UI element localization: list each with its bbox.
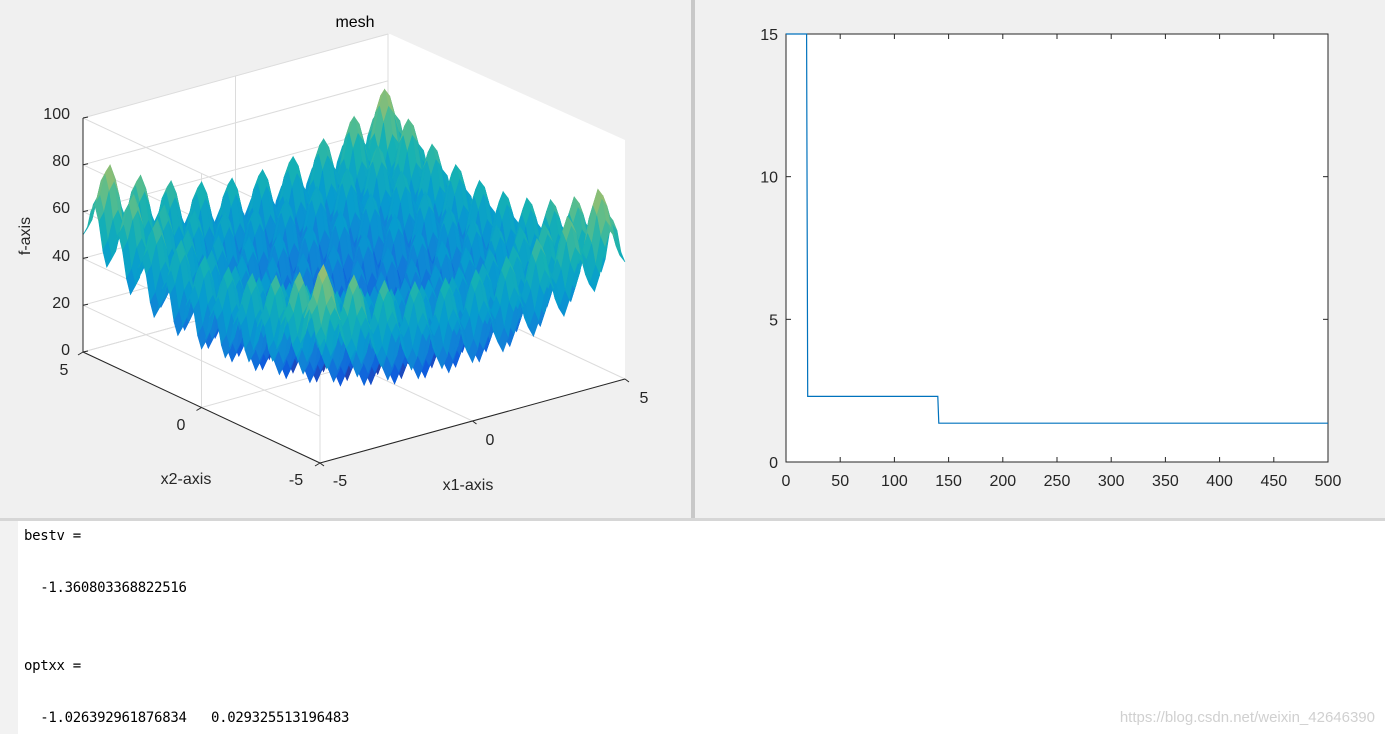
axis-line xyxy=(314,462,321,467)
y-tick-label: -5 xyxy=(289,472,303,489)
series-line xyxy=(786,33,1328,424)
convergence-figure-panel: 0 50 100 150 200 250 300 350 400 450 500 0 5 10 15 xyxy=(695,0,1385,518)
axis-line xyxy=(82,210,89,213)
y-tick-label: 5 xyxy=(60,362,69,379)
axis-line xyxy=(319,462,325,467)
x-tick-label: 5 xyxy=(640,390,649,407)
grid-line xyxy=(82,33,389,119)
x-tick-label: 400 xyxy=(1206,473,1233,490)
axis-line xyxy=(82,163,89,166)
console-line-optxx-label: optxx = xyxy=(24,658,81,674)
x-tick-label: 450 xyxy=(1260,473,1287,490)
console-line-bestv-label: bestv = xyxy=(24,528,81,544)
command-window-gutter xyxy=(0,521,18,734)
axis-line xyxy=(82,116,89,119)
x-tick-label: 150 xyxy=(935,473,962,490)
axis-line xyxy=(472,420,477,425)
axis-line xyxy=(82,350,89,353)
convergence-plot: 0 50 100 150 200 250 300 350 400 450 500 0 5 10 15 xyxy=(760,27,1342,490)
x-tick-label: 100 xyxy=(881,473,908,490)
y-tick-label: 5 xyxy=(769,312,778,329)
axis-line xyxy=(77,351,84,356)
figure-bottom-border xyxy=(0,518,1385,521)
console-line-bestv-value: -1.360803368822516 xyxy=(24,580,187,596)
figure-divider[interactable] xyxy=(691,0,695,520)
x-tick-label: 350 xyxy=(1152,473,1179,490)
surface-plot: 0 20 40 60 80 100 5 0 -5 -5 0 5 mesh f-a… xyxy=(17,14,649,494)
y-ticks: 0 5 10 15 xyxy=(760,27,1328,472)
y-tick-label: 0 xyxy=(177,417,186,434)
y-tick-label: 15 xyxy=(760,27,778,44)
x-tick-label: 300 xyxy=(1098,473,1125,490)
surface-mesh xyxy=(82,88,626,387)
x-axis-label: x1-axis xyxy=(443,477,494,494)
z-tick-label: 20 xyxy=(52,295,70,312)
grid-line xyxy=(82,80,389,166)
axes-lines xyxy=(77,116,630,467)
surface-figure-panel: 0 20 40 60 80 100 5 0 -5 -5 0 5 mesh f-a… xyxy=(0,0,691,518)
z-tick-label: 100 xyxy=(43,106,70,123)
z-tick-label: 80 xyxy=(52,153,70,170)
axis-line xyxy=(624,378,630,383)
surface-title: mesh xyxy=(335,14,374,31)
x-tick-label: 500 xyxy=(1315,473,1342,490)
z-tick-label: 40 xyxy=(52,248,70,265)
y-tick-label: 0 xyxy=(769,455,778,472)
grid-line xyxy=(82,304,321,417)
z-axis-label: f-axis xyxy=(17,217,34,255)
y-axis-label: x2-axis xyxy=(161,471,212,488)
z-tick-label: 0 xyxy=(61,342,70,359)
x-tick-label: -5 xyxy=(333,473,347,490)
x-ticks: 0 50 100 150 200 250 300 350 400 450 500 xyxy=(782,34,1342,490)
axis-line xyxy=(82,303,89,306)
axis-line xyxy=(82,256,89,259)
axis-line xyxy=(196,407,202,411)
axes-tick-labels: 0 20 40 60 80 100 5 0 -5 -5 0 5 xyxy=(43,106,648,490)
plot-area xyxy=(785,33,1329,463)
watermark-text: https://blog.csdn.net/weixin_42646390 xyxy=(1119,709,1375,726)
x-tick-label: 250 xyxy=(1044,473,1071,490)
surface-patch xyxy=(315,326,326,347)
x-tick-label: 0 xyxy=(486,432,495,449)
y-tick-label: 10 xyxy=(760,170,778,187)
command-window[interactable]: bestv = -1.360803368822516 optxx = -1.02… xyxy=(0,521,1385,734)
x-tick-label: 50 xyxy=(831,473,849,490)
console-line-optxx-value: -1.026392961876834 0.029325513196483 xyxy=(24,710,350,726)
z-tick-label: 60 xyxy=(52,200,70,217)
x-tick-label: 0 xyxy=(782,473,791,490)
x-tick-label: 200 xyxy=(989,473,1016,490)
